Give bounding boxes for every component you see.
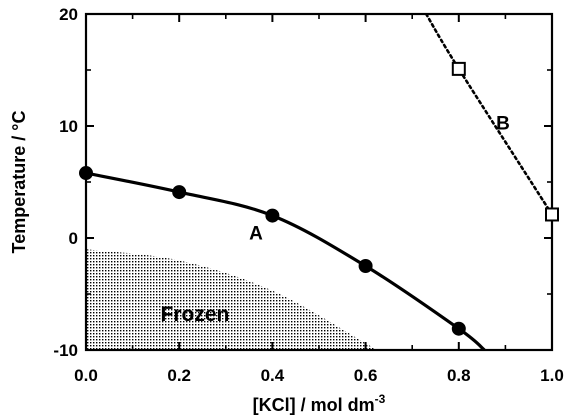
series-a-point — [451, 321, 466, 336]
series-a-point — [265, 208, 280, 223]
x-axis-title-text: [KCl] / mol dm — [253, 395, 375, 415]
x-tick-label: 1.0 — [540, 366, 564, 385]
x-tick-label: 0.0 — [74, 366, 98, 385]
y-axis-title: Temperature / °C — [9, 111, 29, 254]
series-b-line — [424, 14, 552, 216]
series-b-point — [451, 61, 466, 76]
series-a-point — [358, 259, 373, 273]
frozen-region-label: Frozen — [161, 303, 230, 326]
y-tick-label: 20 — [59, 5, 78, 24]
x-tick-label: 0.8 — [447, 366, 471, 385]
x-tick-label: 0.2 — [167, 366, 191, 385]
series-a-point — [172, 185, 187, 200]
x-tick-label: 0.4 — [261, 366, 285, 385]
x-axis-title: [KCl] / mol dm-3 — [253, 392, 386, 415]
series-a-annotation: A — [249, 223, 263, 244]
y-tick-label: -10 — [53, 341, 78, 360]
series-a-point — [79, 166, 93, 181]
x-axis-title-exponent: -3 — [375, 392, 386, 406]
y-tick-label: 10 — [59, 117, 78, 136]
frozen-region — [86, 249, 377, 350]
series-b-point — [545, 207, 559, 222]
y-tick-label: 0 — [69, 229, 78, 248]
series-b-annotation: B — [496, 114, 510, 135]
x-tick-label: 0.6 — [354, 366, 378, 385]
